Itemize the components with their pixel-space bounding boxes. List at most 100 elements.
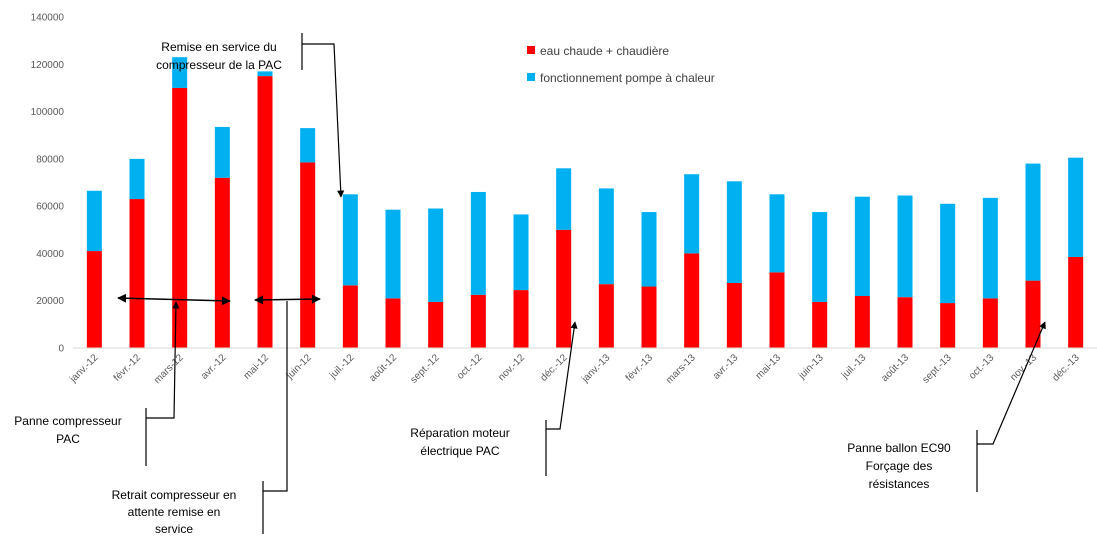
bar-segment-pompe-a-chaleur — [129, 158, 145, 200]
annotation-panne-ballon-callout — [976, 322, 1045, 492]
annotation-retrait-line-1: Retrait compresseur en — [112, 488, 237, 502]
bar-segment-eau-chaude — [86, 251, 102, 348]
x-tick-label: juil.-12 — [327, 352, 357, 382]
x-tick-label: mai-13 — [754, 352, 784, 382]
bar-segment-eau-chaude — [1068, 256, 1084, 348]
bar-segment-pompe-a-chaleur — [214, 126, 230, 178]
x-tick-label: mars-12 — [152, 352, 186, 386]
x-axis: janv.-12 févr.-12 mars-12 avr.-12 mai-12 juin… — [67, 347, 1097, 386]
bar-segment-pompe-a-chaleur — [1025, 163, 1041, 281]
bar-segment-eau-chaude — [726, 282, 742, 348]
x-tick-label: août-12 — [367, 352, 399, 384]
bar-segment-pompe-a-chaleur — [726, 181, 742, 283]
annotation-panne-compresseur-line-1: Panne compresseur — [14, 414, 121, 428]
bar-segment-eau-chaude — [897, 297, 913, 348]
x-tick-label: août-13 — [879, 352, 911, 384]
annotation-reparation-callout — [545, 322, 575, 476]
bar-segment-pompe-a-chaleur — [513, 214, 529, 291]
annotation-panne-compresseur-line-2: PAC — [56, 432, 80, 446]
legend-label-eau-chaude: eau chaude + chaudière — [540, 44, 669, 58]
y-tick-label: 0 — [58, 344, 64, 355]
bar-segment-eau-chaude — [300, 162, 316, 348]
annotation-panne-ballon-line-2: Forçage des — [866, 459, 933, 473]
annotation-panne-ballon-line-3: résistances — [869, 477, 930, 491]
bar-segment-eau-chaude — [684, 253, 700, 348]
annotation-panne-compresseur-callout — [145, 302, 176, 466]
bar-segment-pompe-a-chaleur — [1068, 157, 1084, 257]
x-tick-label: déc.-13 — [1050, 352, 1082, 384]
bar-segment-eau-chaude — [556, 229, 572, 348]
bar-segment-pompe-a-chaleur — [940, 203, 956, 304]
x-tick-label: janv.-12 — [67, 352, 100, 385]
bar-segment-pompe-a-chaleur — [428, 208, 444, 302]
x-tick-label: juin-13 — [796, 352, 826, 382]
annotation-remise-line-1: Remise en service du — [161, 40, 276, 54]
x-tick-label: nov.-12 — [496, 352, 527, 383]
bar-segment-eau-chaude — [982, 298, 998, 348]
annotations: Remise en service du compresseur de la P… — [14, 33, 1045, 536]
x-tick-label: févr.-13 — [624, 352, 656, 384]
x-tick-label: juil.-13 — [839, 352, 869, 382]
bar-segment-pompe-a-chaleur — [385, 209, 401, 299]
bar-segment-pompe-a-chaleur — [257, 71, 273, 77]
x-tick-label: mars-13 — [664, 352, 698, 386]
bar-segment-pompe-a-chaleur — [854, 196, 870, 296]
bar-segment-eau-chaude — [257, 76, 273, 349]
bar-segment-pompe-a-chaleur — [641, 212, 657, 287]
bar-segment-pompe-a-chaleur — [897, 195, 913, 298]
x-tick-label: juin-12 — [284, 352, 314, 382]
bar-segment-pompe-a-chaleur — [470, 191, 486, 295]
annotation-retrait-line-2: attente remise en — [128, 505, 221, 519]
x-tick-label: oct.-13 — [967, 352, 997, 382]
x-tick-label: févr.-12 — [112, 352, 144, 384]
annotation-reparation-line-2: électrique PAC — [420, 444, 499, 458]
annotation-reparation-line-1: Réparation moteur — [410, 426, 509, 440]
y-tick-label: 140000 — [31, 13, 65, 24]
y-axis: 0 20000 40000 60000 80000 100000 120000 140000 — [31, 13, 65, 355]
bar-segment-eau-chaude — [513, 290, 529, 348]
bar-segment-pompe-a-chaleur — [769, 194, 785, 273]
x-tick-label: sept.-13 — [920, 352, 954, 386]
bar-segment-pompe-a-chaleur — [172, 57, 188, 88]
bar-segment-eau-chaude — [641, 286, 657, 348]
x-tick-label: janv.-13 — [579, 352, 612, 385]
x-tick-label: avr.-12 — [199, 352, 229, 382]
bar-segment-eau-chaude — [598, 284, 614, 348]
legend-swatch-eau-chaude — [527, 46, 535, 54]
bar-segment-eau-chaude — [214, 177, 230, 348]
bar-segment-pompe-a-chaleur — [300, 128, 316, 163]
bar-segment-eau-chaude — [769, 272, 785, 348]
x-tick-label: mai-12 — [242, 352, 272, 382]
bar-segment-eau-chaude — [385, 298, 401, 348]
y-tick-label: 80000 — [36, 154, 64, 165]
bar-segment-eau-chaude — [172, 87, 188, 349]
annotation-remise-callout — [301, 33, 341, 197]
double-arrow-retrait-period — [254, 294, 321, 305]
x-tick-label: déc.-12 — [538, 352, 570, 384]
bar-segment-pompe-a-chaleur — [86, 190, 102, 252]
x-tick-label: oct.-12 — [455, 352, 485, 382]
bar-segment-eau-chaude — [342, 285, 358, 348]
bars — [86, 57, 1084, 349]
bar-segment-pompe-a-chaleur — [342, 194, 358, 286]
bar-segment-pompe-a-chaleur — [982, 197, 998, 299]
legend-label-pompe-a-chaleur: fonctionnement pompe à chaleur — [540, 71, 715, 85]
x-tick-label: avr.-13 — [711, 352, 741, 382]
bar-segment-eau-chaude — [940, 303, 956, 348]
bar-segment-eau-chaude — [470, 294, 486, 348]
x-tick-label: nov.-13 — [1008, 352, 1039, 383]
x-tick-label: sept.-12 — [408, 352, 442, 386]
bar-segment-eau-chaude — [428, 301, 444, 348]
annotation-panne-ballon-line-1: Panne ballon EC90 — [847, 441, 951, 455]
bar-segment-pompe-a-chaleur — [684, 174, 700, 254]
legend-swatch-pompe-a-chaleur — [527, 73, 535, 81]
y-tick-label: 20000 — [36, 296, 64, 307]
y-tick-label: 100000 — [31, 107, 65, 118]
bar-segment-eau-chaude — [854, 295, 870, 348]
annotation-remise-line-2: compresseur de la PAC — [156, 58, 282, 72]
annotation-retrait-callout — [262, 301, 288, 534]
bar-segment-pompe-a-chaleur — [598, 188, 614, 285]
legend: eau chaude + chaudière fonctionnement po… — [527, 44, 715, 85]
bar-segment-eau-chaude — [812, 301, 828, 348]
